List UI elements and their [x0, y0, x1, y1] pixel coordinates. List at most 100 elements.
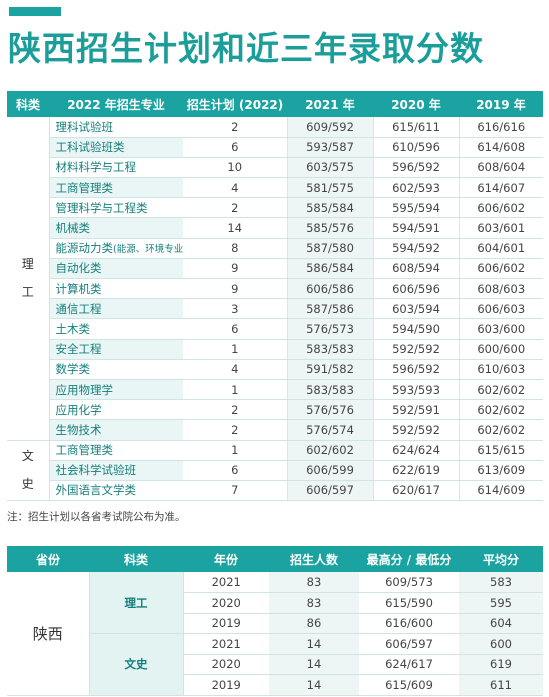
average-cell: 600: [459, 633, 543, 655]
major-cell: 生物技术: [49, 419, 183, 441]
score-2019-cell: 600/600: [458, 339, 543, 360]
score-2021-cell: 606/599: [287, 460, 373, 481]
category-char: 史: [21, 477, 34, 492]
major-name: 应用物理学: [55, 382, 114, 397]
score-2019-cell: 614/609: [458, 480, 543, 502]
major-cell: 工商管理类: [49, 177, 183, 199]
count-cell: 14: [269, 654, 359, 675]
major-cell: 能源动力类(能源、环境专业): [49, 238, 183, 259]
subject-cell: 文史: [89, 633, 184, 696]
score-2020-cell: 592/591: [372, 399, 459, 421]
score-2021-cell: 576/574: [287, 419, 373, 441]
score-2019-cell: 608/604: [458, 157, 543, 179]
table-row: 计算机类 9 606/586 606/596 608/603: [7, 278, 543, 300]
category-char: 工: [21, 285, 34, 300]
major-name: 能源动力类: [55, 241, 114, 256]
table-header-row: 科类 2022 年招生专业 招生计划 (2022) 2021 年 2020 年 …: [7, 91, 543, 117]
plan-cell: 2: [183, 197, 288, 219]
score-2019-cell: 610/603: [458, 359, 543, 380]
header-subject: 科类: [89, 546, 183, 572]
year-cell: 2021: [183, 633, 269, 655]
major-cell: 通信工程: [49, 298, 183, 320]
major-name: 计算机类: [55, 281, 102, 296]
year-cell: 2021: [183, 572, 269, 593]
count-cell: 14: [269, 633, 359, 655]
header-category: 科类: [7, 91, 49, 117]
major-cell: 材料科学与工程: [49, 157, 183, 179]
plan-cell: 1: [183, 440, 288, 461]
score-2021-cell: 593/587: [287, 137, 373, 158]
plan-cell: 9: [183, 258, 288, 280]
plan-cell: 14: [183, 217, 288, 239]
range-cell: 616/600: [359, 613, 459, 634]
score-2020-cell: 602/593: [372, 177, 459, 199]
plan-cell: 4: [183, 359, 288, 380]
plan-cell: 8: [183, 238, 288, 259]
table-row: 陕西 理工 2021 83 609/573 583: [7, 572, 543, 696]
major-name: 材料科学与工程: [55, 160, 137, 175]
score-2020-cell: 620/617: [372, 480, 459, 502]
score-2020-cell: 592/592: [372, 339, 459, 360]
score-2019-cell: 602/602: [458, 419, 543, 441]
score-2020-cell: 615/611: [372, 117, 459, 138]
plan-cell: 1: [183, 379, 288, 401]
range-cell: 615/590: [359, 592, 459, 614]
plan-cell: 1: [183, 339, 288, 360]
table-row: 2020 14 624/617 619: [7, 654, 543, 675]
major-cell: 计算机类: [49, 278, 183, 300]
major-cell: 自动化类: [49, 258, 183, 280]
major-name: 数学类: [55, 362, 91, 377]
page-title: 陕西招生计划和近三年录取分数: [8, 29, 484, 68]
range-cell: 615/609: [359, 674, 459, 696]
table-row: 应用化学 2 576/576 592/591 602/602: [7, 399, 543, 421]
table-row: 安全工程 1 583/583 592/592 600/600: [7, 339, 543, 360]
table-row: 数学类 4 591/582 596/592 610/603: [7, 359, 543, 380]
major-cell: 社会科学试验班: [49, 460, 183, 481]
plan-cell: 6: [183, 460, 288, 481]
score-2019-cell: 604/601: [458, 238, 543, 259]
score-2021-cell: 576/573: [287, 318, 373, 340]
table-row: 2020 83 615/590 595: [7, 592, 543, 614]
major-cell: 应用物理学: [49, 379, 183, 401]
average-cell: 611: [459, 674, 543, 696]
plan-cell: 2: [183, 117, 288, 138]
score-2019-cell: 613/609: [458, 460, 543, 481]
year-cell: 2020: [183, 654, 269, 675]
score-2020-cell: 594/591: [372, 217, 459, 239]
score-2020-cell: 624/624: [372, 440, 459, 461]
plan-cell: 6: [183, 137, 288, 158]
footnote: 注：招生计划以各省考试院公布为准。: [7, 511, 186, 523]
year-cell: 2019: [183, 613, 269, 634]
header-2021: 2021 年: [287, 91, 373, 117]
major-cell: 安全工程: [49, 339, 183, 360]
major-cell: 数学类: [49, 359, 183, 380]
score-2019-cell: 606/602: [458, 258, 543, 280]
score-2021-cell: 591/582: [287, 359, 373, 380]
score-2021-cell: 609/592: [287, 117, 373, 138]
average-cell: 604: [459, 613, 543, 634]
table-row: 文史 2021 14 606/597 600: [7, 633, 543, 696]
header-province: 省份: [7, 546, 89, 572]
score-2021-cell: 583/583: [287, 379, 373, 401]
table-row: 2019 86 616/600 604: [7, 613, 543, 634]
score-2019-cell: 608/603: [458, 278, 543, 300]
major-name: 管理科学与工程类: [55, 200, 148, 215]
major-cell: 工科试验班类: [49, 137, 183, 158]
score-2021-cell: 587/580: [287, 238, 373, 259]
major-name: 工商管理类: [55, 443, 114, 458]
table-row: 理工理科试验班 2 609/592 615/611 616/616: [7, 117, 543, 441]
subject-cell: 理工: [89, 572, 184, 634]
table-row: 材料科学与工程 10 603/575 596/592 608/604: [7, 157, 543, 179]
table-row: 自动化类 9 586/584 608/594 606/602: [7, 258, 543, 280]
score-2020-cell: 595/594: [372, 197, 459, 219]
count-cell: 83: [269, 592, 359, 614]
major-name: 安全工程: [55, 342, 102, 357]
plan-cell: 2: [183, 399, 288, 421]
table-row: 工商管理类 4 581/575 602/593 614/607: [7, 177, 543, 199]
major-cell: 应用化学: [49, 399, 183, 421]
year-cell: 2020: [183, 592, 269, 614]
score-2021-cell: 585/584: [287, 197, 373, 219]
score-2021-cell: 606/586: [287, 278, 373, 300]
score-2021-cell: 587/586: [287, 298, 373, 320]
score-2021-cell: 581/575: [287, 177, 373, 199]
